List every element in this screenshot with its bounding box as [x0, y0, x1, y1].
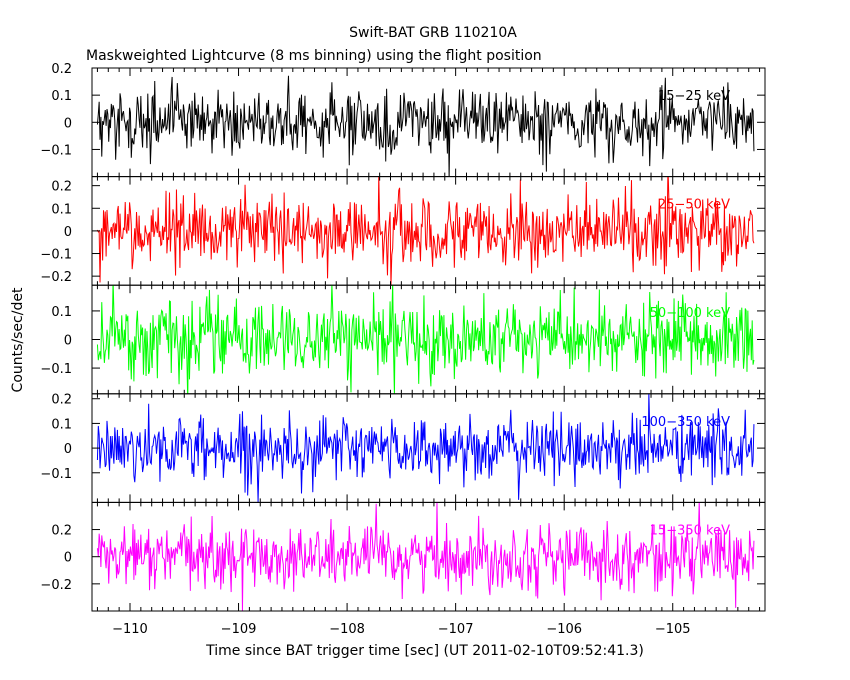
- series-line-2: [96, 285, 755, 394]
- y-tick-label-4-1: 0: [64, 551, 72, 566]
- band-label-1: 25−50 keV: [658, 198, 730, 213]
- x-tick-label-0: −110: [112, 622, 148, 637]
- y-tick-label-1-1: 0.1: [51, 202, 72, 217]
- series-line-0: [96, 75, 755, 177]
- series-line-3: [96, 393, 755, 503]
- panel-2: 0.1 0 −0.1 50−100 keV: [40, 284, 766, 395]
- band-label-2: 50−100 keV: [650, 306, 730, 321]
- panel-frame-4: [91, 501, 766, 612]
- band-label-3: 100−350 keV: [641, 415, 730, 430]
- y-tick-label-2-2: −0.1: [40, 362, 72, 377]
- x-tick-label-4: −106: [546, 622, 582, 637]
- x-tick-label-2: −108: [329, 622, 365, 637]
- chart-subtitle: Maskweighted Lightcurve (8 ms binning) u…: [86, 48, 542, 64]
- x-tick-labels: −110 −109 −108 −107 −106 −105: [112, 622, 690, 637]
- y-tick-label-0-3: −0.1: [40, 143, 72, 158]
- y-tick-label-2-0: 0.1: [51, 305, 72, 320]
- y-tick-label-3-0: 0.2: [51, 393, 72, 408]
- y-tick-label-3-3: −0.1: [40, 467, 72, 482]
- panels-group: 0.2 0.1 0 −0.1 15−25 keV 0.2 0.1 0 −0.1 −0.2 25−50…: [40, 62, 766, 612]
- x-tick-label-5: −105: [655, 622, 691, 637]
- x-tick-label-1: −109: [221, 622, 257, 637]
- y-tick-label-1-0: 0.2: [51, 180, 72, 195]
- y-tick-label-3-1: 0.1: [51, 417, 72, 432]
- x-tick-label-3: −107: [438, 622, 474, 637]
- band-label-0: 15−25 keV: [658, 89, 730, 104]
- y-tick-label-3-2: 0: [64, 442, 72, 457]
- y-tick-label-1-2: 0: [64, 225, 72, 240]
- band-label-4: 15−350 keV: [650, 523, 730, 538]
- series-line-1: [96, 176, 755, 286]
- y-tick-label-2-1: 0: [64, 334, 72, 349]
- y-tick-label-0-1: 0.1: [51, 89, 72, 104]
- y-tick-label-1-3: −0.1: [40, 248, 72, 263]
- y-tick-label-1-4: −0.2: [40, 270, 72, 285]
- y-tick-label-4-2: −0.2: [40, 578, 72, 593]
- panel-3: 0.2 0.1 0 −0.1 100−350 keV: [40, 393, 766, 503]
- series-line-4: [96, 502, 755, 611]
- y-tick-label-0-0: 0.2: [51, 62, 72, 77]
- panel-0: 0.2 0.1 0 −0.1 15−25 keV: [40, 62, 766, 178]
- y-tick-label-4-0: 0.2: [51, 524, 72, 539]
- panel-1: 0.2 0.1 0 −0.1 −0.2 25−50 keV: [40, 176, 766, 286]
- y-axis-label: Counts/sec/det: [10, 287, 26, 392]
- y-tick-label-0-2: 0: [64, 116, 72, 131]
- chart-title: Swift-BAT GRB 110210A: [349, 25, 517, 41]
- panel-4: 0.2 0 −0.2 15−350 keV: [40, 501, 766, 612]
- x-axis-label: Time since BAT trigger time [sec] (UT 20…: [205, 643, 644, 659]
